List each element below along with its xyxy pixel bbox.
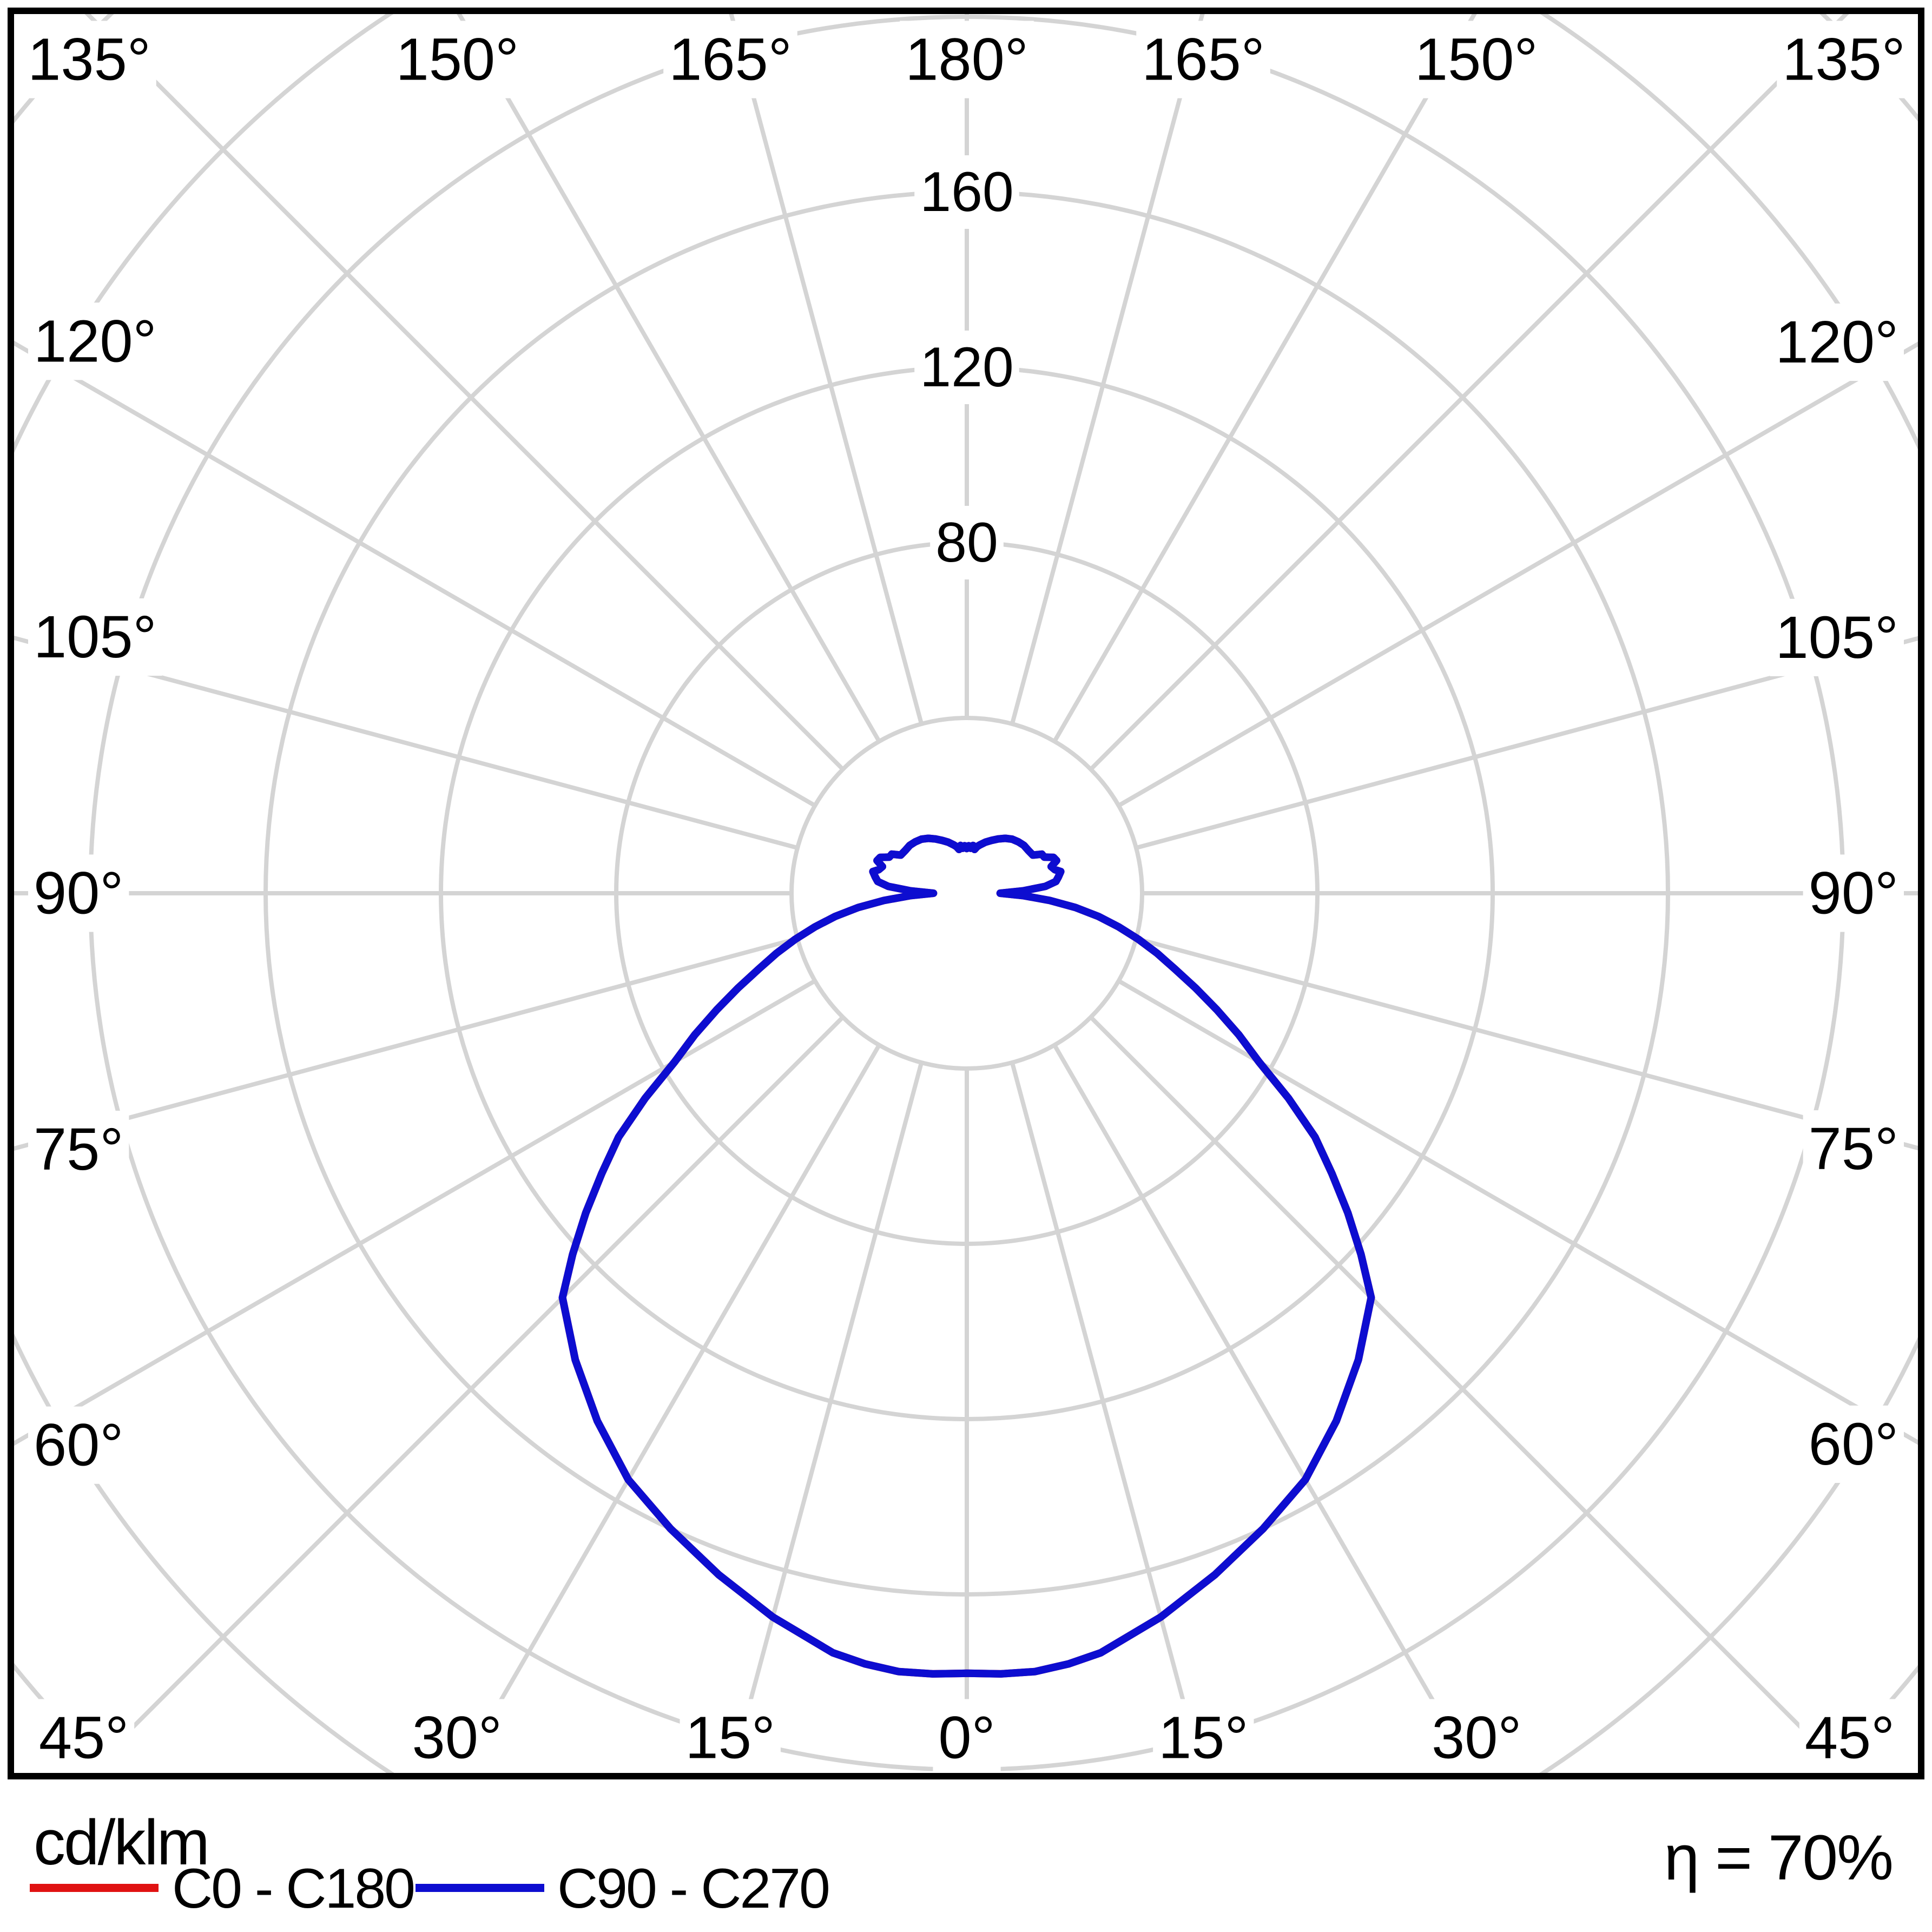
legend-swatch-c0-c180	[30, 1884, 159, 1892]
efficiency-label: η = 70%	[1664, 1822, 1893, 1894]
legend-swatch-c90-c270	[416, 1884, 544, 1892]
legend: cd/klm C0 - C180 C90 - C270 η = 70%	[30, 1807, 1894, 1920]
angle-label-150-right-bg	[1409, 21, 1544, 98]
ray-gridline-120	[14, 340, 816, 808]
radial-tick-label-160-bg	[914, 155, 1019, 229]
ray-gridline-315	[1089, 1016, 1850, 1773]
ray-gridline-165	[729, 14, 924, 725]
angle-label-0: 0°	[938, 1705, 995, 1771]
angle-label-135-right: 135°	[1782, 27, 1905, 93]
angle-label-45-right: 45°	[1805, 1705, 1895, 1771]
angle-label-105-right: 105°	[1775, 604, 1898, 671]
angle-label-135-right-bg	[1777, 21, 1911, 98]
ray-gridline-135	[84, 14, 845, 771]
angle-label-15-right-bg	[1153, 1699, 1254, 1777]
angle-label-45-right-bg	[1799, 1699, 1901, 1777]
ray-gridline-240	[1117, 341, 1918, 808]
angle-label-0-bg	[933, 1699, 1001, 1777]
angle-label-75-right: 75°	[1809, 1116, 1898, 1182]
ray-gridline-45	[84, 1016, 845, 1773]
ray-gridline-30	[456, 1044, 881, 1773]
angle-label-105-right-bg	[1770, 598, 1904, 676]
radial-tick-label-80: 80	[935, 511, 998, 574]
chart-labels: 15° 15° 30° 30° 45° 45° 60° 60° 75° 75° 90° 90° 105°…	[22, 21, 1911, 1777]
plot-frame	[8, 8, 1924, 1779]
angle-label-165-right: 165°	[1142, 27, 1265, 93]
angle-label-15-left-bg	[680, 1699, 781, 1777]
radial-tick-label-120: 120	[920, 336, 1014, 399]
unit-label: cd/klm	[34, 1807, 208, 1878]
angle-label-105-left: 105°	[34, 604, 157, 670]
angle-label-135-left-bg	[22, 21, 156, 98]
angle-label-30-left: 30°	[412, 1705, 502, 1771]
angle-label-30-right: 30°	[1432, 1705, 1521, 1771]
legend-label-c90-c270: C90 - C270	[557, 1857, 829, 1920]
angle-label-150-right: 150°	[1415, 27, 1538, 93]
angle-label-60-right: 60°	[1809, 1411, 1898, 1478]
ray-gridline-330	[1052, 1044, 1478, 1773]
curve-c90-c270	[558, 834, 1375, 1678]
ray-gridline-345	[1010, 1061, 1205, 1773]
angle-label-15-right: 15°	[1158, 1705, 1248, 1771]
ray-gridline-60	[14, 979, 816, 1446]
angle-label-30-left-bg	[406, 1699, 507, 1777]
angle-label-135-left: 135°	[28, 27, 151, 93]
angle-label-120-right: 120°	[1775, 309, 1898, 375]
angle-label-120-left: 120°	[34, 308, 157, 374]
angle-label-105-left-bg	[28, 598, 162, 676]
legend-label-c0-c180: C0 - C180	[172, 1857, 414, 1920]
angle-label-150-left: 150°	[396, 27, 519, 93]
angle-label-180-left: 180°	[905, 27, 1028, 93]
angle-label-75-left-bg	[28, 1110, 129, 1188]
angle-label-90-right: 90°	[1809, 860, 1898, 927]
ray-gridline-195	[1010, 14, 1205, 725]
angle-label-120-left-bg	[28, 302, 162, 380]
radial-tick-label-120-bg	[914, 331, 1019, 404]
angle-label-165-right-bg	[1136, 21, 1270, 98]
angle-label-120-right-bg	[1770, 304, 1904, 381]
angle-label-75-left: 75°	[34, 1116, 123, 1183]
radial-tick-label-80-bg	[930, 506, 1004, 579]
ray-gridline-15	[729, 1061, 924, 1773]
angle-label-180-left-bg	[900, 21, 1034, 98]
radial-tick-label-160: 160	[920, 161, 1014, 223]
angle-label-90-left: 90°	[34, 860, 123, 927]
angle-label-45-left-bg	[33, 1699, 135, 1777]
angle-label-60-left-bg	[28, 1406, 129, 1484]
ray-gridline-300	[1117, 979, 1918, 1445]
angle-label-90-right-bg	[1803, 854, 1904, 932]
angle-label-45-left: 45°	[39, 1705, 129, 1771]
angle-label-60-left: 60°	[34, 1412, 123, 1479]
angle-label-30-right-bg	[1426, 1699, 1527, 1777]
angle-label-165-left: 165°	[669, 27, 792, 93]
intensity-curves	[558, 834, 1375, 1678]
angle-label-15-left: 15°	[685, 1705, 775, 1771]
angle-label-60-right-bg	[1803, 1405, 1904, 1483]
angle-label-150-left-bg	[390, 21, 525, 98]
angle-label-90-left-bg	[28, 854, 129, 932]
angle-label-165-left-bg	[663, 21, 797, 98]
ray-gridline-225	[1089, 14, 1849, 771]
angle-label-75-right-bg	[1803, 1110, 1904, 1188]
